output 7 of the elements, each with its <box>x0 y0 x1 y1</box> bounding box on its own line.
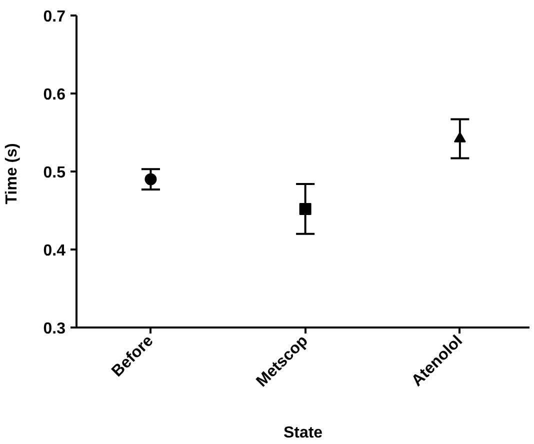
y-tick-label: 0.3 <box>43 320 66 338</box>
y-axis-title: Time (s) <box>3 143 20 204</box>
y-tick-label: 0.7 <box>43 8 66 26</box>
y-tick-label: 0.4 <box>43 242 66 260</box>
y-tick-label: 0.6 <box>43 86 66 104</box>
x-axis-title: State <box>283 424 323 442</box>
y-tick-label: 0.5 <box>43 164 66 182</box>
